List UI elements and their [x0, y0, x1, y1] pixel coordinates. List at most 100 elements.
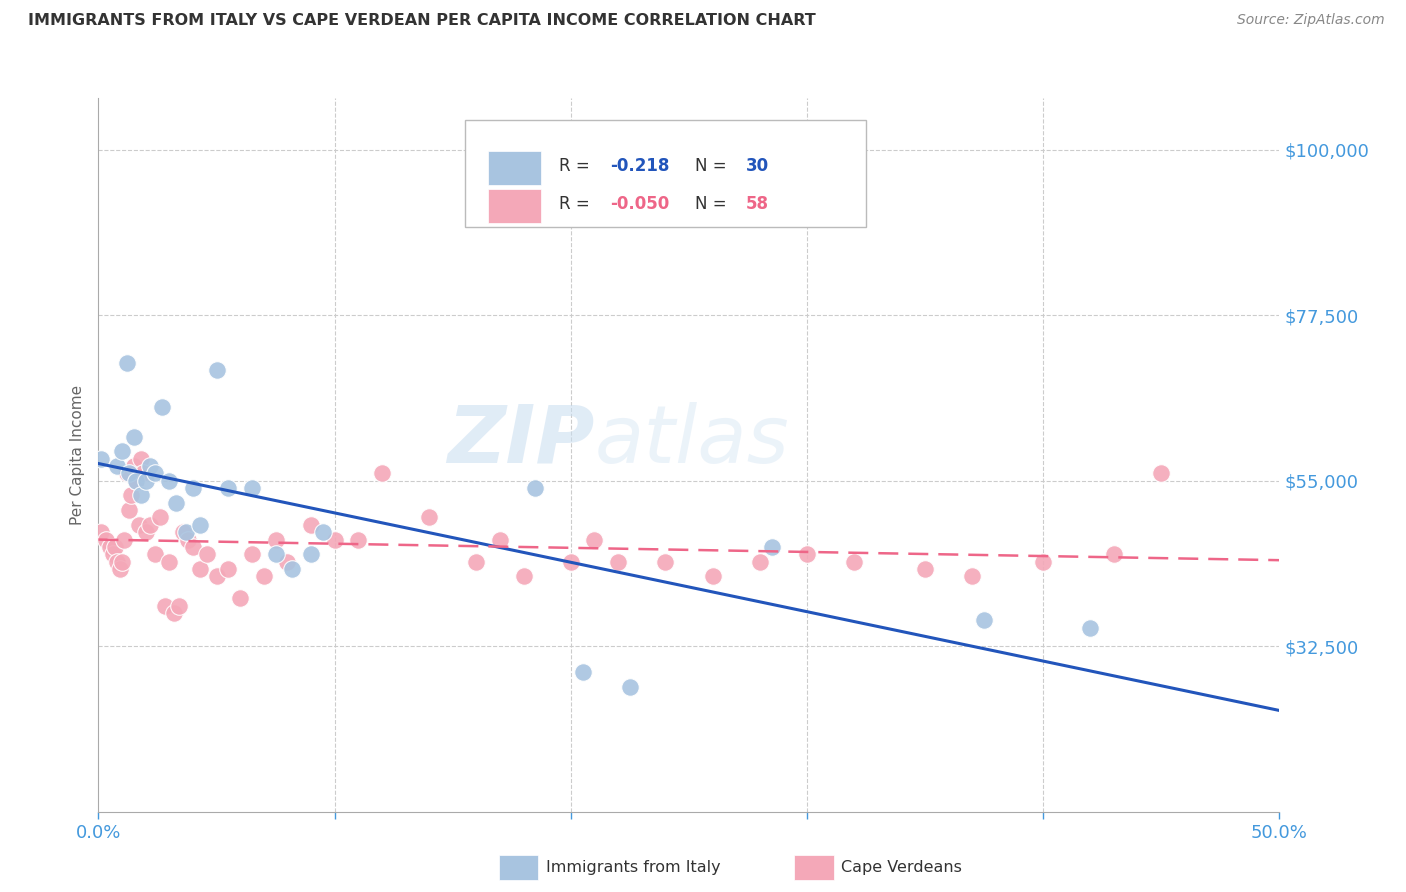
- Point: [118, 467, 141, 481]
- Bar: [488, 151, 541, 186]
- Point: [702, 569, 724, 583]
- Point: [150, 400, 173, 414]
- Point: [560, 555, 582, 569]
- FancyBboxPatch shape: [464, 120, 866, 227]
- Point: [94, 533, 117, 547]
- Text: ZIP: ZIP: [447, 401, 595, 480]
- Point: [217, 562, 239, 576]
- Point: [205, 363, 228, 377]
- Point: [135, 525, 157, 540]
- Point: [139, 458, 162, 473]
- Point: [104, 540, 127, 554]
- Point: [229, 591, 252, 606]
- Point: [188, 517, 211, 532]
- Text: -0.050: -0.050: [610, 194, 669, 212]
- Point: [143, 467, 166, 481]
- Point: [195, 547, 218, 561]
- Point: [167, 599, 190, 613]
- Point: [174, 525, 197, 540]
- Point: [128, 517, 150, 532]
- Point: [188, 562, 211, 576]
- Point: [264, 533, 287, 547]
- Bar: [488, 189, 541, 223]
- Point: [108, 562, 131, 576]
- Point: [844, 555, 866, 569]
- Text: 58: 58: [745, 194, 769, 212]
- Point: [583, 533, 606, 547]
- Point: [165, 496, 187, 510]
- Point: [157, 555, 180, 569]
- Point: [121, 488, 143, 502]
- Point: [125, 474, 148, 488]
- Point: [748, 555, 770, 569]
- Point: [111, 444, 134, 458]
- Point: [281, 562, 304, 576]
- Point: [240, 481, 263, 495]
- Point: [181, 540, 204, 554]
- Text: atlas: atlas: [595, 401, 789, 480]
- Text: IMMIGRANTS FROM ITALY VS CAPE VERDEAN PER CAPITA INCOME CORRELATION CHART: IMMIGRANTS FROM ITALY VS CAPE VERDEAN PE…: [28, 13, 815, 29]
- Point: [264, 547, 287, 561]
- Point: [172, 525, 194, 540]
- Point: [149, 510, 172, 524]
- Point: [105, 458, 128, 473]
- Text: 30: 30: [745, 157, 769, 175]
- Point: [205, 569, 228, 583]
- Point: [347, 533, 370, 547]
- Text: Source: ZipAtlas.com: Source: ZipAtlas.com: [1237, 13, 1385, 28]
- Point: [112, 533, 135, 547]
- Text: N =: N =: [695, 194, 731, 212]
- Point: [371, 467, 394, 481]
- Point: [654, 555, 676, 569]
- Point: [1032, 555, 1054, 569]
- Point: [524, 481, 547, 495]
- Point: [1080, 621, 1102, 635]
- Point: [143, 547, 166, 561]
- Point: [111, 555, 134, 569]
- Point: [122, 458, 145, 473]
- Point: [571, 665, 593, 679]
- Text: Immigrants from Italy: Immigrants from Italy: [546, 861, 720, 875]
- Point: [101, 547, 124, 561]
- Point: [153, 599, 176, 613]
- Point: [157, 474, 180, 488]
- Text: N =: N =: [695, 157, 731, 175]
- Point: [761, 540, 783, 554]
- Point: [607, 555, 630, 569]
- Point: [129, 488, 152, 502]
- Point: [512, 569, 534, 583]
- Point: [323, 533, 346, 547]
- Point: [796, 547, 818, 561]
- Point: [90, 451, 112, 466]
- Point: [135, 474, 157, 488]
- Point: [240, 547, 263, 561]
- Point: [177, 533, 200, 547]
- Point: [465, 555, 488, 569]
- Y-axis label: Per Capita Income: Per Capita Income: [69, 384, 84, 525]
- Point: [115, 467, 138, 481]
- Point: [129, 451, 152, 466]
- Point: [619, 680, 641, 694]
- Text: R =: R =: [560, 194, 595, 212]
- Point: [253, 569, 276, 583]
- Point: [1150, 467, 1173, 481]
- Point: [105, 555, 128, 569]
- Text: Cape Verdeans: Cape Verdeans: [841, 861, 962, 875]
- Point: [139, 517, 162, 532]
- Point: [122, 429, 145, 443]
- Point: [125, 474, 148, 488]
- Point: [973, 614, 995, 628]
- Point: [299, 547, 322, 561]
- Point: [181, 481, 204, 495]
- Point: [132, 467, 155, 481]
- Point: [163, 606, 186, 620]
- Text: R =: R =: [560, 157, 595, 175]
- Point: [90, 525, 112, 540]
- Point: [118, 503, 141, 517]
- Text: -0.218: -0.218: [610, 157, 669, 175]
- Point: [418, 510, 440, 524]
- Point: [217, 481, 239, 495]
- Point: [962, 569, 984, 583]
- Point: [312, 525, 335, 540]
- Point: [115, 356, 138, 370]
